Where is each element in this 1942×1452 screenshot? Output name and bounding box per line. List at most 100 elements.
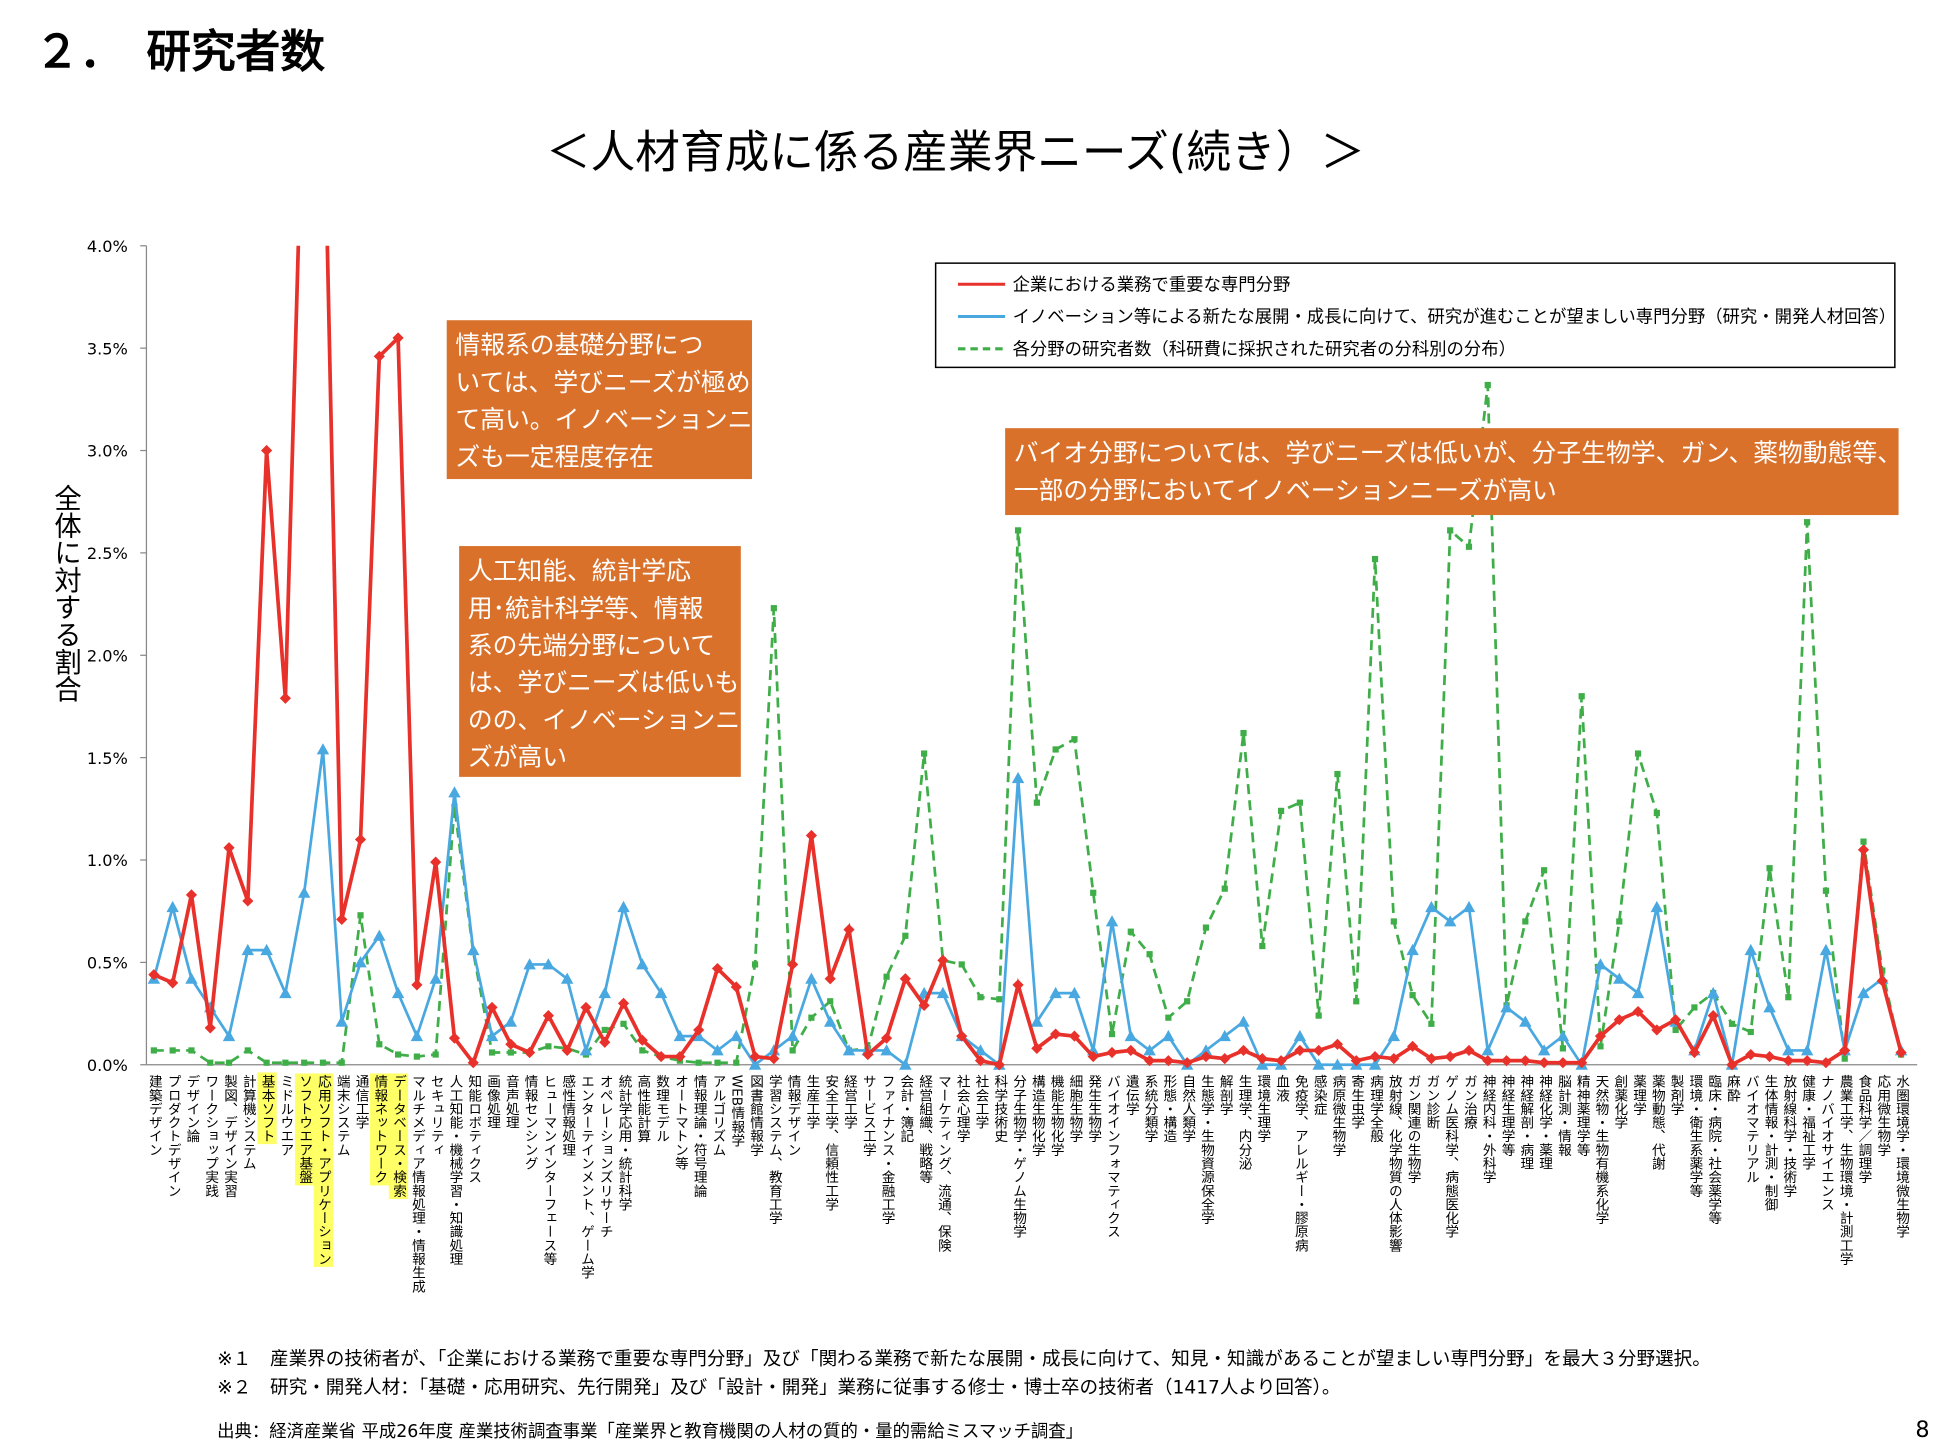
marker	[1519, 1055, 1531, 1067]
x-tick-label: ワークショップ実践	[202, 1075, 219, 1198]
marker	[410, 1029, 424, 1042]
marker	[1199, 1044, 1213, 1056]
marker	[730, 981, 742, 993]
x-tick-label: 社会心理学	[954, 1075, 971, 1144]
marker	[395, 1051, 402, 1058]
marker	[1277, 807, 1285, 814]
marker	[1594, 958, 1607, 970]
marker	[1259, 942, 1266, 950]
marker	[1559, 1045, 1567, 1052]
marker	[430, 856, 442, 868]
x-tick-label: 数理モデル	[653, 1075, 670, 1143]
marker	[805, 972, 818, 984]
marker	[166, 900, 179, 913]
series-line	[153, 384, 1903, 1065]
x-tick-label: 安全工学、信頼性工学	[822, 1075, 839, 1212]
marker	[1068, 986, 1081, 999]
page-number: 8	[1915, 1417, 1929, 1443]
marker	[974, 1055, 987, 1067]
marker	[336, 913, 348, 925]
marker	[354, 956, 367, 968]
marker	[376, 1041, 383, 1048]
marker	[1143, 1044, 1156, 1056]
marker	[1275, 1055, 1287, 1067]
marker	[167, 977, 179, 989]
x-tick-label: 基本ソフト	[259, 1074, 276, 1143]
marker	[523, 958, 536, 970]
marker	[1202, 924, 1210, 931]
marker	[357, 912, 364, 919]
legend-label: 企業における業務で重要な専門分野	[1013, 275, 1291, 295]
x-tick-label: オペレーションズリサーチ	[597, 1075, 614, 1239]
x-tick-label: 寄生虫学	[1348, 1074, 1365, 1130]
marker	[1860, 838, 1867, 845]
marker	[1556, 1029, 1570, 1042]
marker	[488, 1049, 496, 1056]
label-highlight	[313, 1073, 334, 1267]
marker	[1331, 1058, 1344, 1070]
marker	[1801, 1055, 1813, 1067]
annotation-text: のの、イノベーションニー	[468, 705, 765, 734]
marker	[620, 1020, 627, 1027]
y-axis-label: 全体に対する割合	[49, 484, 82, 702]
marker	[1296, 799, 1303, 806]
marker	[958, 961, 965, 968]
x-tick-label: オートマトン等	[672, 1075, 689, 1171]
x-tick-label: デザイン論	[183, 1075, 200, 1144]
annotation-box	[459, 546, 741, 777]
marker	[223, 842, 235, 854]
marker	[485, 1029, 499, 1042]
marker	[977, 994, 984, 1001]
marker	[711, 1044, 724, 1056]
marker	[354, 833, 367, 846]
x-tick-label: 病原微生物学	[1329, 1075, 1346, 1157]
x-tick-label: 生理学、内分泌	[1236, 1075, 1253, 1171]
marker	[1237, 1044, 1250, 1057]
x-tick-label: ソフトウエア基盤	[296, 1075, 313, 1184]
marker	[1334, 770, 1341, 778]
marker	[373, 350, 385, 362]
marker	[244, 1047, 251, 1054]
marker	[1090, 889, 1097, 896]
marker	[1012, 979, 1024, 991]
x-tick-label: 水圏環境学・環境微生物学	[1893, 1075, 1910, 1239]
marker	[711, 962, 724, 975]
marker	[301, 1059, 308, 1066]
x-tick-label: 血液	[1273, 1075, 1290, 1103]
x-tick-label: 経営組織、戦略等	[916, 1075, 933, 1184]
x-tick-label: ガン診断	[1423, 1075, 1440, 1130]
marker	[636, 958, 649, 970]
x-tick-label: ミドルウエア	[277, 1075, 293, 1157]
marker	[1500, 1055, 1513, 1067]
marker	[974, 1044, 987, 1056]
marker	[1313, 1044, 1325, 1057]
marker	[542, 958, 555, 970]
marker	[169, 1047, 176, 1054]
x-tick-label: 形態・構造	[1160, 1075, 1177, 1145]
marker	[1071, 736, 1078, 743]
x-tick-label: 情報理論・符号理論	[691, 1075, 708, 1198]
marker	[1500, 1001, 1513, 1013]
marker	[432, 1051, 439, 1058]
marker	[188, 1047, 195, 1054]
marker	[467, 943, 480, 956]
y-tick-label: 2.5%	[87, 544, 128, 563]
marker	[1165, 1014, 1172, 1021]
marker	[1804, 519, 1811, 526]
annotation-text: 情報系の基礎分野につ	[455, 331, 703, 360]
marker	[242, 895, 254, 907]
marker	[748, 1058, 762, 1070]
x-tick-label: 社会工学	[973, 1075, 990, 1130]
marker	[1672, 1026, 1679, 1034]
marker	[937, 954, 949, 966]
marker	[1350, 1055, 1362, 1067]
marker	[1482, 1055, 1494, 1067]
marker	[185, 972, 198, 984]
marker	[1763, 1050, 1776, 1063]
x-tick-label: 科学技術史	[991, 1075, 1008, 1145]
x-tick-label: 病理学全般	[1367, 1075, 1384, 1145]
marker	[1353, 998, 1360, 1005]
marker	[338, 1059, 345, 1066]
marker	[1578, 693, 1585, 700]
marker	[902, 932, 909, 939]
